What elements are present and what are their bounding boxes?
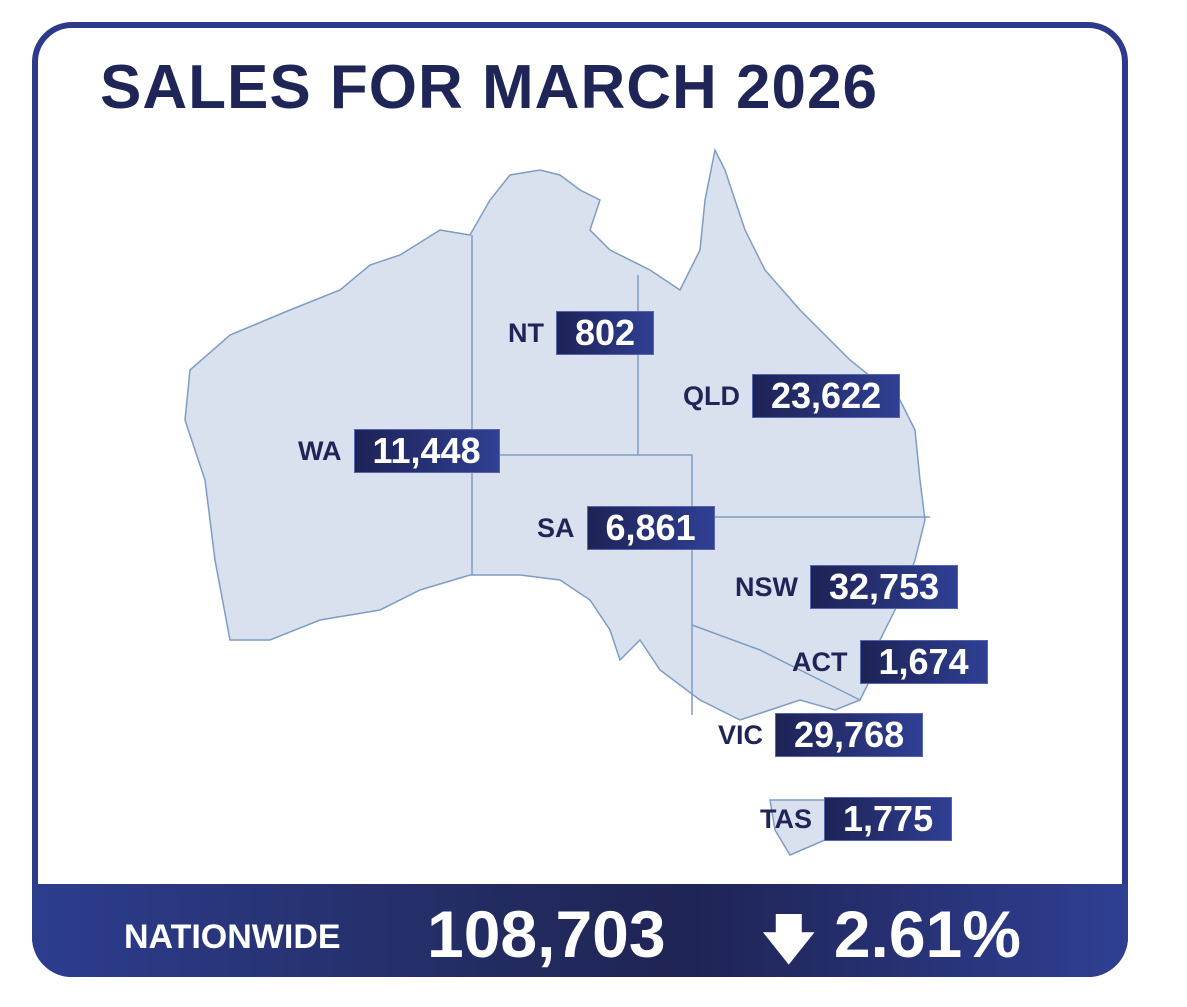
page-title: SALES FOR MARCH 2026: [100, 53, 878, 122]
mainland: [184, 147, 926, 721]
nationwide-label: NATIONWIDE: [124, 918, 341, 956]
state-label-qld: QLD 23,622: [683, 374, 901, 418]
tasmania: [769, 799, 831, 856]
state-label-nsw: NSW 32,753: [735, 565, 959, 609]
state-label-sa: SA 6,861: [537, 506, 715, 550]
nationwide-change: 🡇 2.61%: [762, 897, 1021, 971]
nationwide-footer: NATIONWIDE 108,703 🡇 2.61%: [32, 884, 1128, 977]
arrow-down-icon: 🡇: [762, 911, 816, 969]
state-label-vic: VIC 29,768: [718, 713, 924, 757]
state-label-tas: TAS 1,775: [760, 797, 953, 841]
nationwide-total: 108,703: [427, 897, 666, 971]
state-label-nt: NT 802: [508, 311, 655, 355]
state-label-wa: WA 11,448: [298, 429, 500, 473]
state-borders: [471, 235, 930, 715]
state-label-act: ACT 1,674: [792, 640, 988, 684]
